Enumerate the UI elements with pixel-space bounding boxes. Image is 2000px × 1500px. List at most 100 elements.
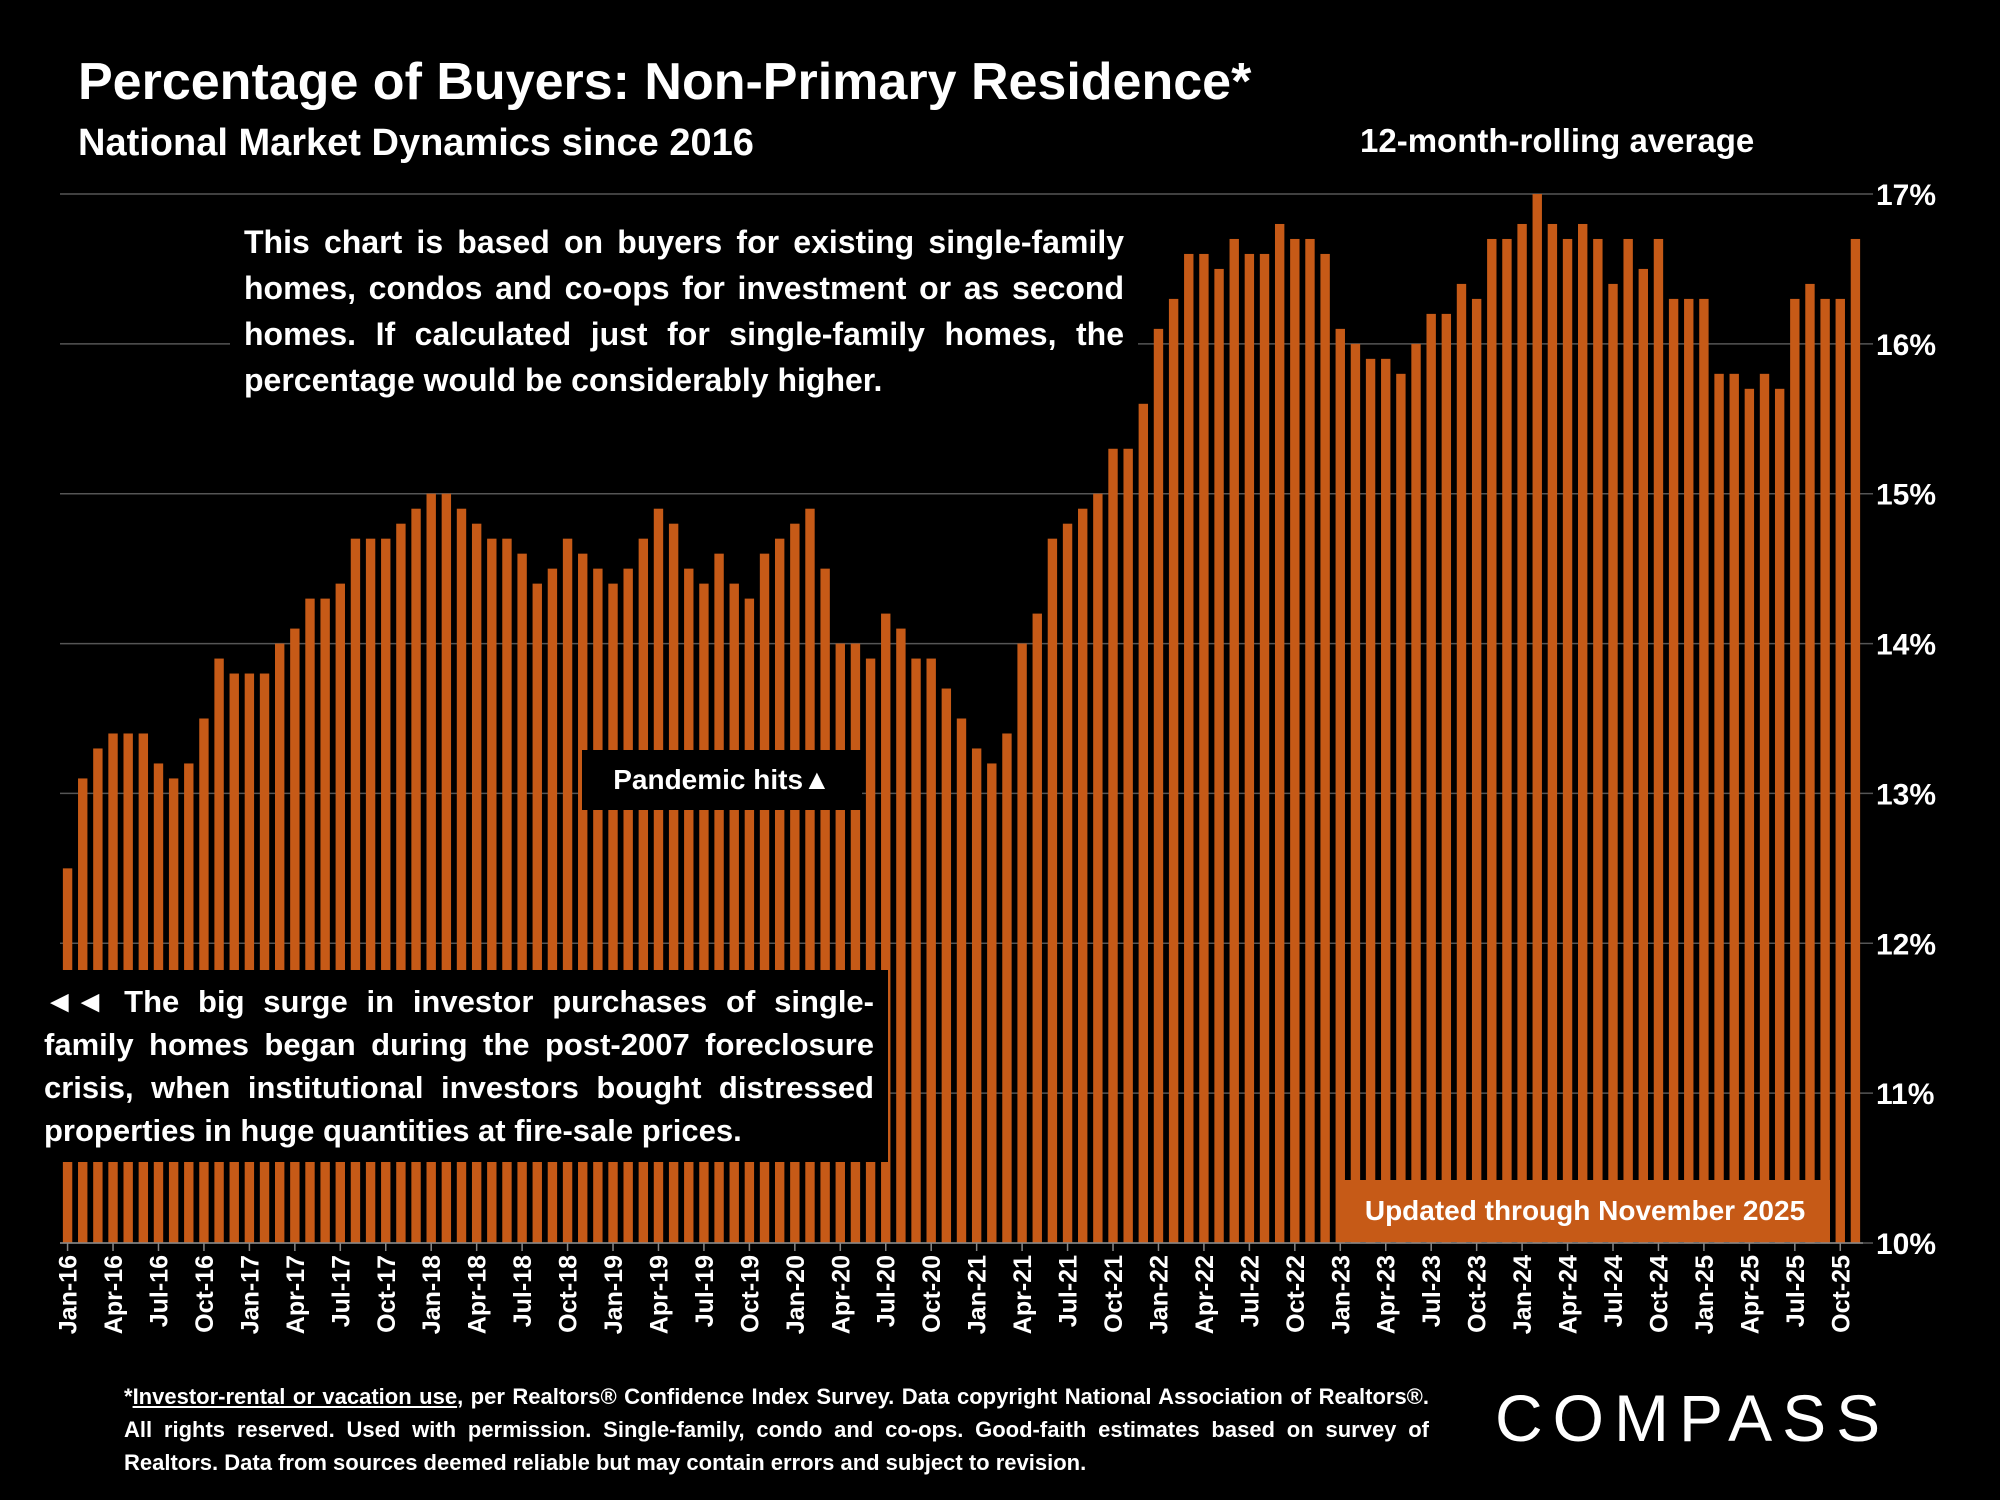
bar xyxy=(850,643,861,1243)
bar xyxy=(1396,373,1406,1244)
bar xyxy=(487,538,497,1243)
investor-surge-callout: ◄◄ The big surge in investor purchases o… xyxy=(30,970,888,1162)
x-tick-label: Oct-20 xyxy=(918,1255,946,1333)
x-tick-label: Apr-23 xyxy=(1373,1255,1401,1334)
bar xyxy=(1820,298,1830,1243)
y-tick-label: 15% xyxy=(1876,479,1936,512)
bar xyxy=(517,553,527,1243)
bar xyxy=(1259,253,1270,1243)
bar xyxy=(911,658,921,1243)
y-tick-label: 17% xyxy=(1876,179,1936,212)
bar xyxy=(1790,298,1800,1243)
bar xyxy=(865,658,876,1243)
bar xyxy=(1305,238,1315,1243)
y-tick-label: 14% xyxy=(1876,629,1936,662)
bar xyxy=(1547,223,1558,1244)
bar xyxy=(774,538,785,1243)
x-tick-label: Jan-25 xyxy=(1691,1255,1719,1334)
bar xyxy=(578,553,588,1243)
bar xyxy=(1456,283,1467,1243)
bar xyxy=(1593,238,1603,1243)
bar xyxy=(881,613,891,1243)
bar xyxy=(1805,283,1815,1243)
bar xyxy=(668,523,679,1243)
bar xyxy=(471,523,482,1243)
bar xyxy=(1229,238,1239,1243)
bar xyxy=(1138,403,1149,1243)
bar xyxy=(744,598,755,1243)
bar xyxy=(1759,373,1770,1244)
bar xyxy=(1047,538,1058,1243)
bar xyxy=(1850,238,1861,1243)
bar xyxy=(1471,298,1482,1243)
bars xyxy=(62,194,1861,1244)
bar xyxy=(1729,373,1739,1244)
bar xyxy=(623,568,633,1243)
y-tick-label: 13% xyxy=(1876,778,1936,811)
x-tick-label: Oct-24 xyxy=(1646,1255,1674,1333)
bar xyxy=(214,658,224,1243)
bar xyxy=(896,628,906,1243)
bar xyxy=(805,508,815,1243)
bar xyxy=(1350,343,1361,1243)
x-tick-label: Jul-21 xyxy=(1055,1255,1083,1327)
bar xyxy=(1744,388,1755,1243)
bar xyxy=(941,688,952,1243)
bar xyxy=(1365,358,1376,1244)
bar xyxy=(956,718,967,1243)
bar xyxy=(835,643,845,1243)
chart-subtitle: National Market Dynamics since 2016 xyxy=(78,122,754,164)
x-tick-label: Oct-25 xyxy=(1827,1255,1855,1333)
pandemic-callout: Pandemic hits▲ xyxy=(582,750,862,810)
bar xyxy=(1623,238,1633,1243)
x-tick-label: Jan-16 xyxy=(55,1255,83,1334)
y-tick-label: 12% xyxy=(1876,928,1936,961)
x-tick-label: Jan-23 xyxy=(1327,1255,1355,1334)
bar xyxy=(926,658,936,1243)
bar xyxy=(714,553,724,1243)
bar xyxy=(259,673,270,1243)
x-tick-label: Oct-17 xyxy=(373,1255,401,1333)
bar xyxy=(411,508,421,1243)
bar xyxy=(1532,194,1542,1243)
bar xyxy=(547,568,558,1243)
bar xyxy=(532,583,542,1243)
x-tick-label: Jul-19 xyxy=(691,1255,719,1327)
bar xyxy=(320,598,330,1243)
bar xyxy=(1093,493,1103,1244)
x-tick-label: Jul-24 xyxy=(1600,1255,1628,1327)
bar xyxy=(1320,253,1330,1243)
bar xyxy=(638,538,649,1243)
chart-title: Percentage of Buyers: Non-Primary Reside… xyxy=(78,53,1252,111)
x-tick-label: Jul-16 xyxy=(146,1255,174,1327)
bar xyxy=(1290,238,1300,1243)
x-tick-label: Apr-24 xyxy=(1555,1255,1583,1334)
y-tick-label: 11% xyxy=(1876,1078,1934,1111)
x-axis-ticks: Jan-16 Apr-16 Jul-16 Oct-16 Jan-17 Apr-17 Jul-… xyxy=(55,1242,1863,1334)
bar xyxy=(1502,238,1512,1243)
bar xyxy=(1153,328,1164,1243)
bar xyxy=(502,538,512,1243)
bar xyxy=(593,568,603,1243)
x-tick-label: Oct-21 xyxy=(1100,1255,1128,1333)
footnote-source-link: Investor-rental or vacation use xyxy=(132,1384,458,1409)
x-tick-label: Oct-18 xyxy=(555,1255,583,1333)
x-tick-label: Jan-17 xyxy=(236,1255,264,1334)
footnote-asterisk: * xyxy=(124,1384,133,1409)
x-tick-label: Jan-18 xyxy=(418,1255,446,1334)
bar xyxy=(1714,373,1724,1244)
x-tick-label: Apr-17 xyxy=(282,1255,310,1334)
y-tick-label: 16% xyxy=(1876,329,1936,362)
bar xyxy=(1426,313,1436,1243)
bar xyxy=(699,583,709,1243)
x-tick-label: Jul-20 xyxy=(873,1255,901,1327)
bar xyxy=(820,568,830,1243)
bar xyxy=(365,538,376,1243)
bar xyxy=(1668,298,1679,1243)
x-tick-label: Oct-22 xyxy=(1282,1255,1310,1333)
bar xyxy=(1441,313,1452,1243)
x-tick-label: Jan-24 xyxy=(1509,1255,1537,1334)
bar xyxy=(1608,283,1618,1243)
x-tick-label: Jan-21 xyxy=(964,1255,992,1334)
